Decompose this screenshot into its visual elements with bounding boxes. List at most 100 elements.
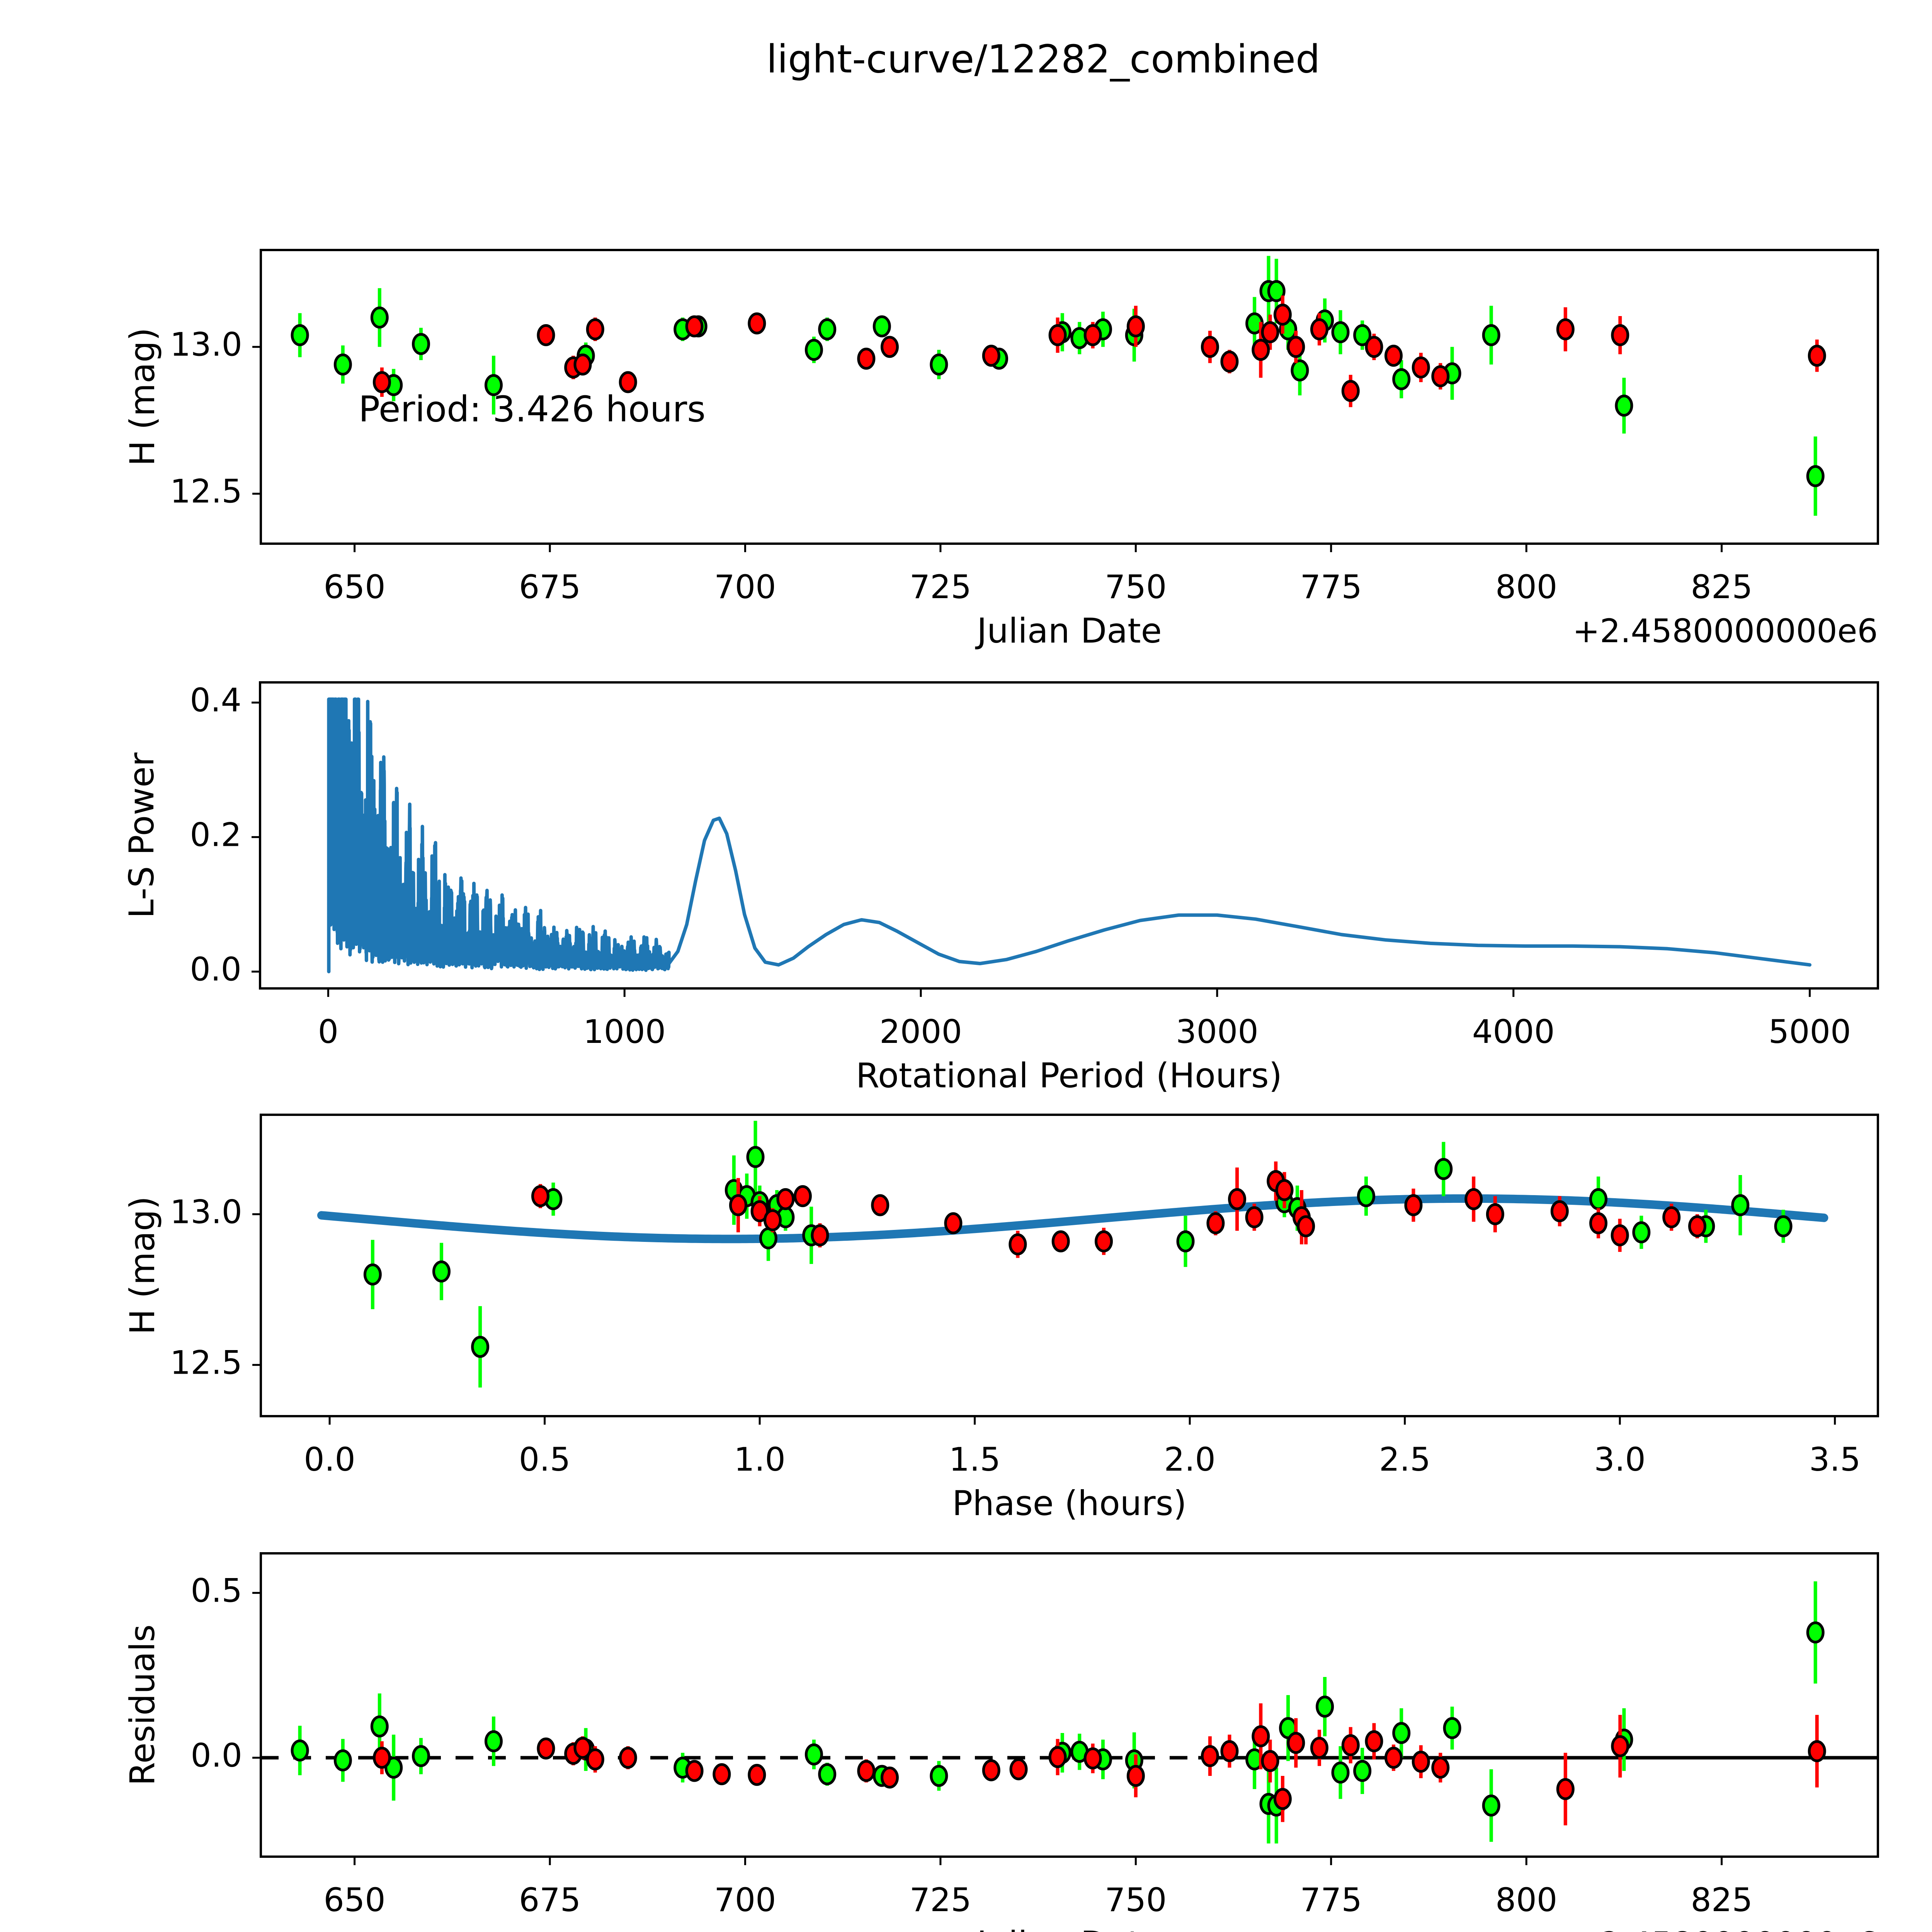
data-point[interactable] — [746, 1146, 765, 1168]
data-point[interactable] — [1252, 1725, 1270, 1748]
data-point[interactable] — [1009, 1233, 1027, 1255]
data-point[interactable] — [1365, 1730, 1383, 1752]
data-point[interactable] — [1431, 1757, 1450, 1779]
data-point[interactable] — [372, 371, 391, 393]
data-point[interactable] — [1434, 1158, 1453, 1180]
data-point[interactable] — [1297, 1215, 1315, 1238]
data-point[interactable] — [1083, 324, 1102, 346]
data-point[interactable] — [1611, 1224, 1629, 1247]
data-point[interactable] — [1310, 318, 1328, 340]
data-point[interactable] — [1261, 321, 1279, 344]
data-point[interactable] — [1273, 303, 1292, 326]
data-point[interactable] — [537, 324, 555, 346]
data-point[interactable] — [1353, 1760, 1372, 1782]
data-point[interactable] — [1806, 465, 1825, 487]
data-point[interactable] — [412, 1745, 430, 1767]
data-point[interactable] — [1589, 1212, 1608, 1235]
data-point[interactable] — [871, 1194, 889, 1216]
data-point[interactable] — [1464, 1188, 1483, 1210]
data-point[interactable] — [1611, 324, 1629, 346]
data-point[interactable] — [818, 1763, 837, 1786]
data-point[interactable] — [1126, 1765, 1145, 1787]
data-point[interactable] — [748, 1764, 766, 1786]
data-point[interactable] — [1357, 1185, 1375, 1208]
data-point[interactable] — [1688, 1215, 1707, 1238]
data-point[interactable] — [1443, 1717, 1461, 1739]
data-point[interactable] — [531, 1185, 549, 1208]
data-point[interactable] — [818, 318, 837, 340]
data-point[interactable] — [1083, 1747, 1102, 1770]
data-point[interactable] — [1331, 1761, 1350, 1784]
data-point[interactable] — [333, 353, 352, 376]
data-point[interactable] — [1201, 336, 1219, 358]
data-point[interactable] — [412, 333, 430, 355]
data-point[interactable] — [982, 345, 1000, 367]
data-point[interactable] — [1731, 1194, 1750, 1216]
data-point[interactable] — [1556, 318, 1575, 340]
data-point[interactable] — [586, 1748, 604, 1770]
data-point[interactable] — [982, 1759, 1000, 1781]
data-point[interactable] — [1009, 1758, 1028, 1781]
data-point[interactable] — [370, 306, 389, 329]
data-point[interactable] — [1774, 1215, 1793, 1238]
data-point[interactable] — [713, 1763, 731, 1786]
data-point[interactable] — [291, 324, 309, 346]
data-point[interactable] — [1201, 1745, 1219, 1767]
data-point[interactable] — [881, 336, 899, 358]
data-point[interactable] — [1095, 1230, 1113, 1253]
data-point[interactable] — [857, 347, 876, 370]
data-point[interactable] — [363, 1263, 382, 1286]
data-point[interactable] — [471, 1336, 490, 1358]
data-point[interactable] — [484, 1730, 503, 1752]
data-point[interactable] — [1341, 1734, 1360, 1757]
data-point[interactable] — [685, 315, 704, 338]
data-point[interactable] — [1261, 1750, 1279, 1772]
data-point[interactable] — [1632, 1221, 1651, 1243]
data-point[interactable] — [1220, 1740, 1239, 1762]
data-point[interactable] — [1245, 1206, 1264, 1228]
data-point[interactable] — [1615, 395, 1633, 417]
data-point[interactable] — [1287, 1732, 1305, 1754]
data-point[interactable] — [1808, 345, 1826, 367]
data-point[interactable] — [1353, 324, 1372, 346]
data-point[interactable] — [333, 1749, 352, 1772]
data-point[interactable] — [872, 315, 891, 338]
data-point[interactable] — [1589, 1188, 1608, 1210]
data-point[interactable] — [1556, 1778, 1575, 1800]
data-point[interactable] — [1267, 280, 1286, 302]
data-point[interactable] — [1341, 380, 1360, 402]
data-point[interactable] — [1808, 1740, 1826, 1762]
data-point[interactable] — [1228, 1188, 1247, 1210]
data-point[interactable] — [1611, 1735, 1629, 1757]
data-point[interactable] — [793, 1185, 812, 1208]
data-point[interactable] — [573, 1736, 592, 1759]
data-point[interactable] — [484, 374, 503, 396]
data-point[interactable] — [729, 1194, 747, 1216]
data-point[interactable] — [1331, 321, 1350, 344]
data-point[interactable] — [1126, 315, 1145, 338]
data-point[interactable] — [586, 318, 604, 340]
data-point[interactable] — [1806, 1621, 1825, 1644]
data-point[interactable] — [1392, 368, 1411, 390]
data-point[interactable] — [619, 1747, 637, 1769]
data-point[interactable] — [1392, 1722, 1411, 1744]
data-point[interactable] — [1404, 1194, 1423, 1216]
data-point[interactable] — [804, 1743, 823, 1765]
data-point[interactable] — [573, 353, 592, 376]
data-point[interactable] — [1291, 359, 1309, 382]
data-point[interactable] — [432, 1260, 451, 1283]
data-point[interactable] — [1048, 1746, 1067, 1768]
data-point[interactable] — [1176, 1230, 1195, 1253]
data-point[interactable] — [619, 371, 637, 393]
data-point[interactable] — [1412, 1750, 1430, 1773]
data-point[interactable] — [1316, 1696, 1334, 1718]
data-point[interactable] — [1310, 1736, 1328, 1759]
data-point[interactable] — [1482, 324, 1500, 346]
data-point[interactable] — [776, 1188, 795, 1210]
data-point[interactable] — [1431, 365, 1450, 388]
data-point[interactable] — [1365, 336, 1383, 358]
data-point[interactable] — [537, 1737, 555, 1760]
data-point[interactable] — [1287, 336, 1305, 358]
data-point[interactable] — [1550, 1200, 1569, 1223]
data-point[interactable] — [804, 338, 823, 361]
